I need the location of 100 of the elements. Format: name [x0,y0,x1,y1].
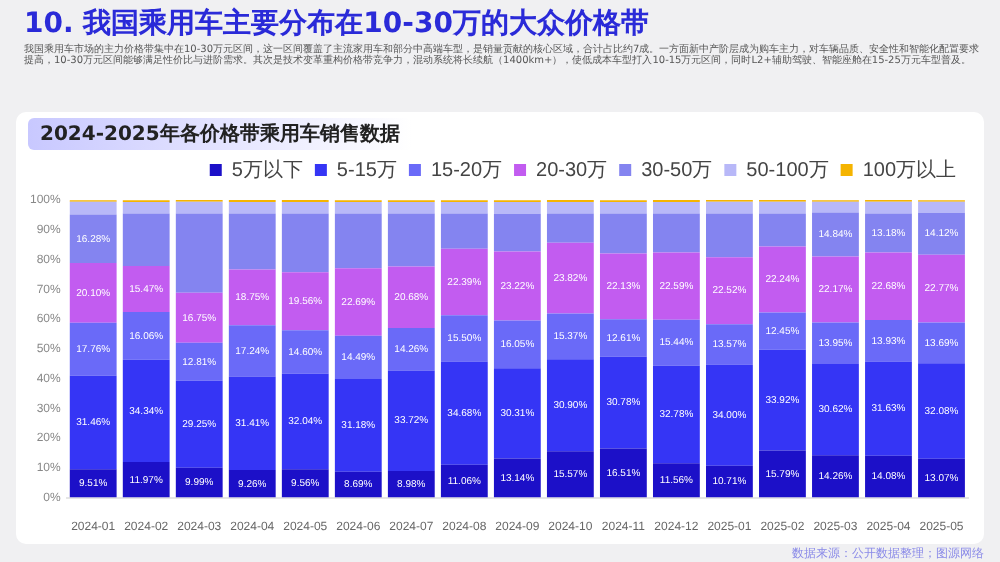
bar [706,257,753,325]
bar [69,469,117,498]
bar [865,201,912,214]
bar [440,361,488,465]
bar [228,201,276,214]
bar [122,461,170,498]
bar [281,330,329,374]
bar [918,212,965,255]
bar [334,201,382,214]
bar [759,312,806,350]
bar [228,376,276,471]
bar [599,448,647,498]
bar [599,253,647,320]
bar [122,311,170,360]
bar [599,319,647,357]
bar [759,201,806,214]
bar [865,252,912,321]
legend-label: 50-100万 [746,159,829,182]
bar [706,324,753,365]
bar [865,455,912,498]
bar [546,201,594,214]
bar [175,213,223,293]
bar [599,201,647,214]
bar [759,450,806,498]
bar [334,378,382,472]
legend-label: 5-15万 [336,159,397,182]
bar [865,361,912,456]
bar [281,213,329,273]
bar [759,246,806,313]
bar [228,325,276,377]
bar [706,201,753,214]
bar [228,213,276,270]
bar [281,373,329,470]
bar [334,268,382,336]
bar [652,319,700,366]
bar [918,458,965,498]
bar [122,201,170,214]
legend-label: 30-50万 [641,159,713,182]
bar [493,458,541,498]
bar [228,269,276,326]
bar [812,364,859,456]
bar [69,263,117,323]
bar [599,356,647,449]
legend-label: 100万以上 [862,157,957,182]
bar [652,213,700,253]
chart-subtitle: 10. 我国乘用车主要分布在10-30万的大众价格带 [24,6,649,42]
bar [334,335,382,379]
bar [759,349,806,451]
chart-title: 2024-2025年各价格带乘用车销售数据 [28,118,412,150]
legend-label: 5万以下 [231,157,303,182]
bar [652,463,700,498]
bar [493,320,541,369]
bar [865,213,912,253]
bar [440,315,488,362]
legend-label: 20-30万 [536,159,608,182]
bar [122,265,170,312]
bar [493,368,541,459]
bar [493,202,541,214]
bar [546,213,594,243]
bar [440,248,488,316]
bar [387,328,435,371]
bar [440,213,488,249]
bar [812,201,859,213]
bar [918,322,965,364]
bar [918,363,965,459]
bar [759,213,806,247]
bar [546,242,594,314]
bar [334,213,382,269]
bar [493,213,541,252]
bar [546,451,594,498]
bar [387,213,435,267]
bar [918,254,965,323]
bar [122,359,170,462]
bar [69,214,117,263]
bar [812,322,859,365]
bar [599,213,647,254]
bar [812,212,859,257]
bar [175,292,223,343]
legend-label: 15-20万 [430,159,503,182]
bar [706,213,753,258]
bar [281,201,329,214]
bar [175,342,223,381]
bar [652,252,700,320]
bar [122,213,170,266]
bar [69,375,117,470]
bar [387,201,435,214]
bar [175,380,223,468]
bar [812,455,859,498]
bar [69,201,117,215]
bar [812,256,859,323]
bar [493,251,541,321]
bar [706,364,753,466]
bar [546,313,594,360]
bar [652,201,700,214]
bar [918,201,965,213]
bar [652,365,700,464]
bar [281,272,329,331]
bar [69,322,117,376]
bar [387,370,435,471]
bar [546,359,594,452]
